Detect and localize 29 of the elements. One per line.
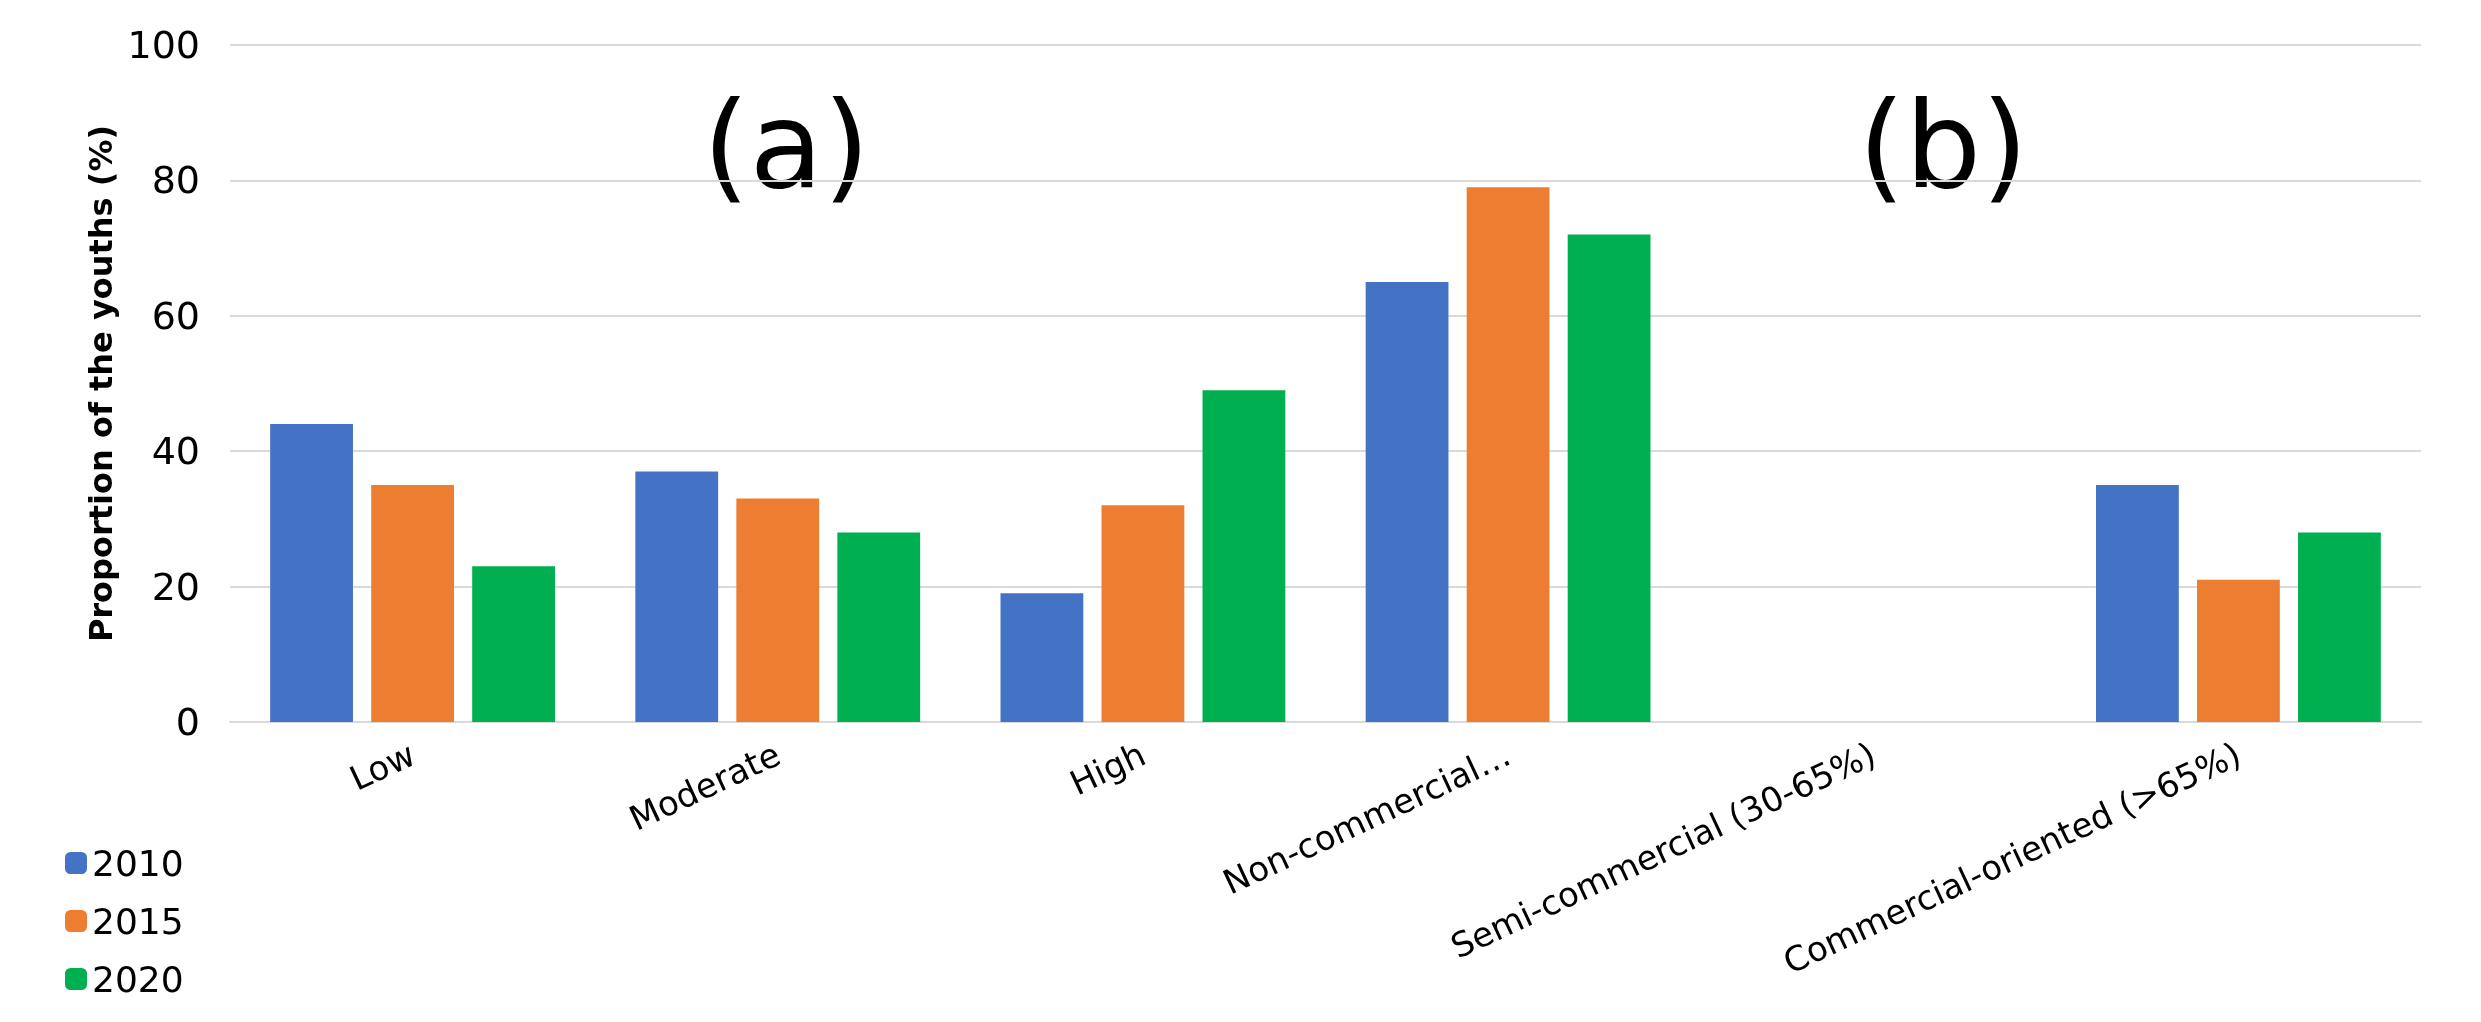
- bar: [1101, 505, 1185, 722]
- x-tick-label: High: [1063, 733, 1152, 804]
- bar: [2197, 579, 2280, 722]
- legend-label: 2010: [92, 842, 184, 884]
- bar: [1000, 593, 1084, 722]
- y-tick-label: 60: [151, 293, 200, 338]
- y-tick-label: 40: [151, 429, 200, 474]
- bar: [1567, 234, 1651, 722]
- bar: [2298, 532, 2381, 722]
- y-tick-label: 20: [151, 564, 200, 609]
- bar: [270, 424, 353, 722]
- bar: [2096, 485, 2179, 722]
- bar: [736, 498, 820, 722]
- x-tick-label: Low: [343, 733, 422, 799]
- bar: [1466, 187, 1550, 722]
- annotation: (a): [702, 75, 870, 215]
- bar: [371, 485, 454, 722]
- annotation: (b): [1858, 75, 2029, 215]
- bar: [1202, 390, 1286, 722]
- bar: [837, 532, 921, 722]
- y-tick-label: 100: [127, 23, 200, 67]
- legend-label: 2020: [92, 958, 184, 1000]
- y-tick-label: 0: [175, 700, 200, 744]
- y-tick-label: 80: [151, 158, 200, 203]
- bar: [472, 566, 555, 722]
- legend-label: 2015: [92, 900, 184, 942]
- bar: [1365, 281, 1449, 722]
- bar: [635, 471, 719, 722]
- y-axis-title: Proportion of the youths (%): [81, 124, 120, 643]
